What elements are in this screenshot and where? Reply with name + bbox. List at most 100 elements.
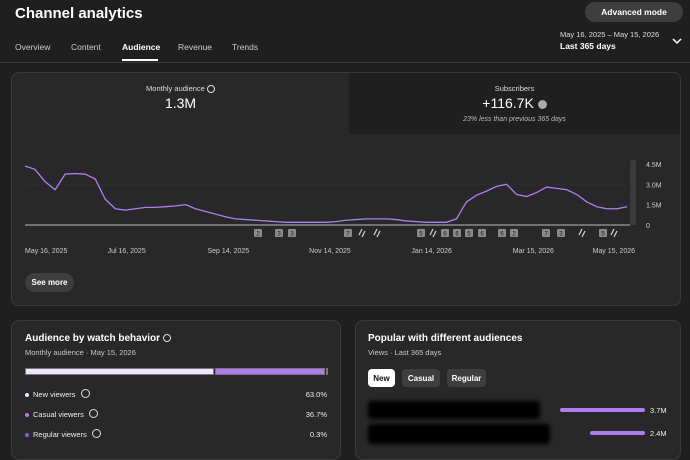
page-title: Channel analytics [15, 5, 143, 22]
card-title: Audience by watch behavior [25, 333, 171, 344]
legend-dot [25, 393, 29, 397]
view-bar [559, 408, 645, 412]
legend-value: 63.0% [305, 390, 327, 399]
event-marker-label: 7 [346, 232, 350, 238]
event-marker-label: 6 [500, 232, 504, 238]
metric-label-text: Monthly audience [146, 84, 205, 93]
y-tick-label: 3.0M [646, 182, 662, 189]
tab[interactable]: Trends [232, 42, 259, 52]
filter-chip[interactable]: New [368, 369, 395, 387]
tab[interactable]: Overview [15, 42, 51, 52]
event-marker-label: 3 [277, 232, 281, 238]
event-marker-label: 3 [559, 232, 563, 238]
y-tick-label: 1.5M [646, 203, 662, 210]
metric-value: +116.7K [349, 95, 680, 111]
event-marker [599, 229, 607, 237]
tab[interactable]: Revenue [178, 42, 213, 52]
video-marker-icon [610, 228, 618, 238]
legend-label: Regular viewers [33, 430, 87, 439]
event-marker [453, 229, 461, 237]
info-icon [92, 429, 101, 438]
event-marker-label: 6 [455, 232, 459, 238]
clock-icon [206, 85, 215, 94]
event-marker [441, 229, 449, 237]
view-value: 3.7M [650, 406, 667, 415]
event-marker [417, 229, 425, 237]
event-marker-label: 5 [467, 232, 471, 238]
filter-chip[interactable]: Regular [447, 369, 486, 387]
legend-dot [25, 433, 29, 437]
chart-scrollbar [630, 160, 636, 225]
view-bar [589, 431, 645, 435]
filter-chip[interactable]: Casual [402, 369, 440, 387]
x-tick-label: May 15, 2026 [593, 248, 636, 255]
legend-label: New viewers [33, 390, 76, 399]
see-more-button[interactable]: See more [25, 273, 74, 292]
event-marker [542, 229, 550, 237]
event-marker-label: 7 [544, 232, 548, 238]
legend-value: 36.7% [305, 410, 327, 419]
watch-behavior-card [11, 320, 341, 460]
event-marker [288, 229, 296, 237]
metric-value: 1.3M [164, 95, 197, 111]
down-icon [537, 99, 547, 109]
video-marker-icon [578, 228, 586, 238]
event-marker-label: 5 [601, 232, 605, 238]
info-icon [81, 389, 90, 398]
card-subtitle: Views · Last 365 days [368, 348, 442, 357]
x-tick-label: Jan 14, 2026 [411, 248, 452, 255]
redacted [368, 424, 550, 444]
legend-value: 0.3% [309, 430, 327, 439]
audience-line [24, 165, 628, 223]
event-marker [498, 229, 506, 237]
card-subtitle: Monthly audience · May 15, 2026 [25, 348, 136, 357]
x-tick-label: Mar 15, 2026 [513, 248, 554, 255]
tab-underline [122, 59, 158, 61]
event-marker-label: 6 [443, 232, 447, 238]
event-marker [344, 229, 352, 237]
legend-dot [25, 413, 29, 417]
dropdown-chevron[interactable] [672, 37, 682, 45]
video-marker-icon [358, 228, 366, 238]
event-marker [510, 229, 518, 237]
y-tick-label: 0 [646, 223, 650, 230]
card-title: Popular with different audiences [368, 333, 523, 344]
event-marker-label: 6 [480, 232, 484, 238]
legend-label: Casual viewers [33, 410, 84, 419]
card-title-text: Audience by watch behavior [25, 333, 161, 344]
video-marker-icon [373, 228, 381, 238]
event-marker-label: 5 [419, 232, 423, 238]
advanced-mode-button[interactable]: Advanced mode [585, 2, 683, 22]
event-marker [275, 229, 283, 237]
x-tick-label: Sep 14, 2025 [208, 248, 250, 255]
event-marker-label: 3 [290, 232, 294, 238]
tab[interactable]: Content [71, 42, 101, 52]
video-marker-icon [429, 228, 437, 238]
segment-bar [326, 368, 329, 375]
event-marker [465, 229, 473, 237]
x-tick-label: May 16, 2025 [25, 248, 68, 255]
info-icon [89, 409, 98, 418]
event-marker [254, 229, 262, 237]
tab[interactable]: Audience [122, 42, 161, 52]
view-value: 2.4M [650, 429, 667, 438]
clock-icon [162, 334, 171, 343]
metric-label: Monthly audience [12, 84, 349, 94]
date-range-label: Last 365 days [560, 41, 616, 51]
line-chart: 0 1.5M 3.0M 4.5M May 16, 2025 Jul 16, 2025 Sep… [24, 160, 662, 255]
event-marker-label: 2 [256, 232, 260, 238]
redacted [368, 401, 540, 419]
metric-note: 23% less than previous 365 days [463, 116, 566, 123]
metric-value-text: +116.7K [482, 95, 534, 111]
x-tick-label: Jul 16, 2025 [108, 248, 146, 255]
y-tick-label: 4.5M [646, 162, 662, 169]
event-marker [478, 229, 486, 237]
event-marker-label: 2 [512, 232, 516, 238]
x-tick-label: Nov 14, 2025 [309, 248, 351, 255]
divider [0, 62, 690, 63]
segment-bar [25, 368, 215, 375]
metric-label: Subscribers [494, 84, 535, 93]
segment-bar [215, 368, 326, 375]
subscribers-tab[interactable] [349, 73, 680, 134]
